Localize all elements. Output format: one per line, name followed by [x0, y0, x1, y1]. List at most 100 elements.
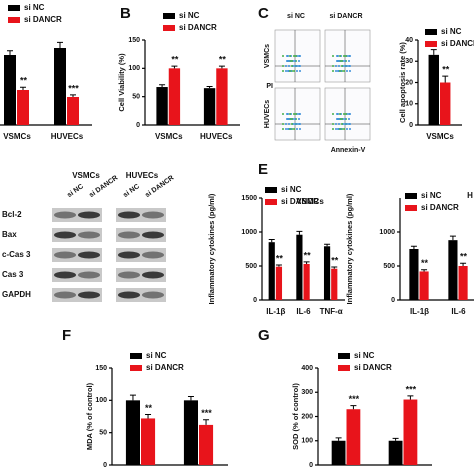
flow-event: [348, 60, 350, 62]
error-bar: [70, 94, 76, 97]
flow-event: [296, 128, 298, 130]
y-tick-label: 0: [409, 122, 413, 129]
blot-band: [78, 211, 100, 219]
blot-row-label: Bcl-2: [2, 210, 22, 219]
flow-event: [298, 55, 300, 57]
blot-strip: [116, 208, 166, 222]
blot-band: [78, 291, 100, 299]
flow-event: [291, 118, 293, 120]
flow-event: [346, 123, 348, 125]
y-tick-label: 10: [405, 101, 413, 108]
flow-event: [285, 123, 287, 125]
y-tick-label: 100: [128, 65, 140, 72]
legend-label: si NC: [354, 351, 375, 360]
flow-event: [348, 55, 350, 57]
blot-band: [54, 211, 76, 219]
y-tick-label: 150: [128, 37, 140, 44]
bar: [346, 409, 361, 465]
flow-event: [345, 113, 347, 115]
blot-band: [118, 231, 140, 239]
legend-swatch: [8, 17, 20, 23]
significance: ***: [406, 384, 417, 394]
flow-event: [336, 60, 338, 62]
flow-event: [289, 55, 291, 57]
flow-event: [336, 55, 338, 57]
legend-label: si DANCR: [24, 15, 62, 24]
blot-strip: [52, 228, 102, 242]
flow-event: [299, 70, 301, 72]
error-bar: [129, 394, 136, 401]
legend-label: si DANCR: [179, 23, 217, 32]
bar: [440, 82, 451, 125]
y-axis-label: SOD (% of control): [291, 383, 300, 450]
flow-event: [294, 118, 296, 120]
significance: **: [304, 250, 312, 260]
bar: [275, 266, 283, 300]
y-tick-label: 150: [95, 365, 107, 372]
x-tick-label: VSMCs: [3, 132, 31, 141]
legend-swatch: [130, 353, 142, 359]
flow-event: [294, 60, 296, 62]
legend-label: si NC: [179, 11, 200, 20]
bar: [409, 249, 419, 300]
flow-event: [349, 70, 351, 72]
flow-event: [293, 55, 295, 57]
error-bar: [331, 266, 338, 269]
y-tick-label: 50: [132, 94, 140, 101]
flow-event: [291, 123, 293, 125]
flow-event: [344, 60, 346, 62]
flow-event: [337, 128, 339, 130]
flow-event: [332, 123, 334, 125]
flow-event: [346, 65, 348, 67]
flow-event: [339, 70, 341, 72]
blot-band: [118, 211, 140, 219]
legend-label: si DANCR: [441, 39, 474, 48]
flow-event: [282, 55, 284, 57]
bar: [183, 400, 198, 465]
legend-swatch: [163, 25, 175, 31]
blot-band: [118, 271, 140, 279]
significance: **: [276, 253, 284, 263]
flow-event: [341, 65, 343, 67]
flow-event: [289, 128, 291, 130]
blot-band: [78, 251, 100, 259]
flow-event: [335, 128, 337, 130]
flow-event: [298, 60, 300, 62]
flow-event: [338, 118, 340, 120]
flow-event: [344, 123, 346, 125]
flow-event: [289, 70, 291, 72]
x-tick-label: IL-6: [451, 307, 466, 316]
y-tick-label: 100: [95, 397, 107, 404]
legend-swatch: [338, 353, 350, 359]
flow-event: [346, 128, 348, 130]
flow-event: [286, 118, 288, 120]
flow-event: [282, 123, 284, 125]
error-bar: [460, 262, 467, 266]
flow-event: [289, 113, 291, 115]
blot-strip: [52, 288, 102, 302]
bar: [458, 266, 468, 300]
y-tick-label: 500: [383, 263, 395, 270]
error-bar: [442, 75, 449, 83]
error-bar: [430, 49, 437, 55]
significance: **: [460, 252, 468, 262]
y-tick-label: 200: [301, 413, 313, 420]
bar: [403, 399, 418, 465]
blot-strip: [52, 248, 102, 262]
error-bar: [421, 269, 428, 272]
blot-row-label: GAPDH: [2, 290, 31, 299]
panel-letter: F: [62, 327, 71, 344]
x-tick-label: TNF-α: [320, 307, 343, 316]
error-bar: [410, 245, 417, 249]
bar: [323, 246, 331, 300]
flow-event: [339, 128, 341, 130]
y-tick-label: 0: [309, 462, 313, 469]
panel-letter: C: [258, 5, 269, 22]
bar: [296, 234, 303, 300]
error-bar: [350, 405, 357, 410]
blot-band: [142, 251, 164, 259]
flow-event: [285, 65, 287, 67]
blot-group: VSMCs: [72, 171, 100, 180]
y-tick-label: 0: [253, 297, 257, 304]
flow-event: [348, 118, 350, 120]
